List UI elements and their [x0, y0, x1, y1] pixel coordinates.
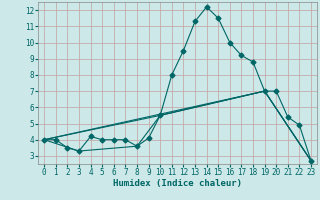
X-axis label: Humidex (Indice chaleur): Humidex (Indice chaleur): [113, 179, 242, 188]
